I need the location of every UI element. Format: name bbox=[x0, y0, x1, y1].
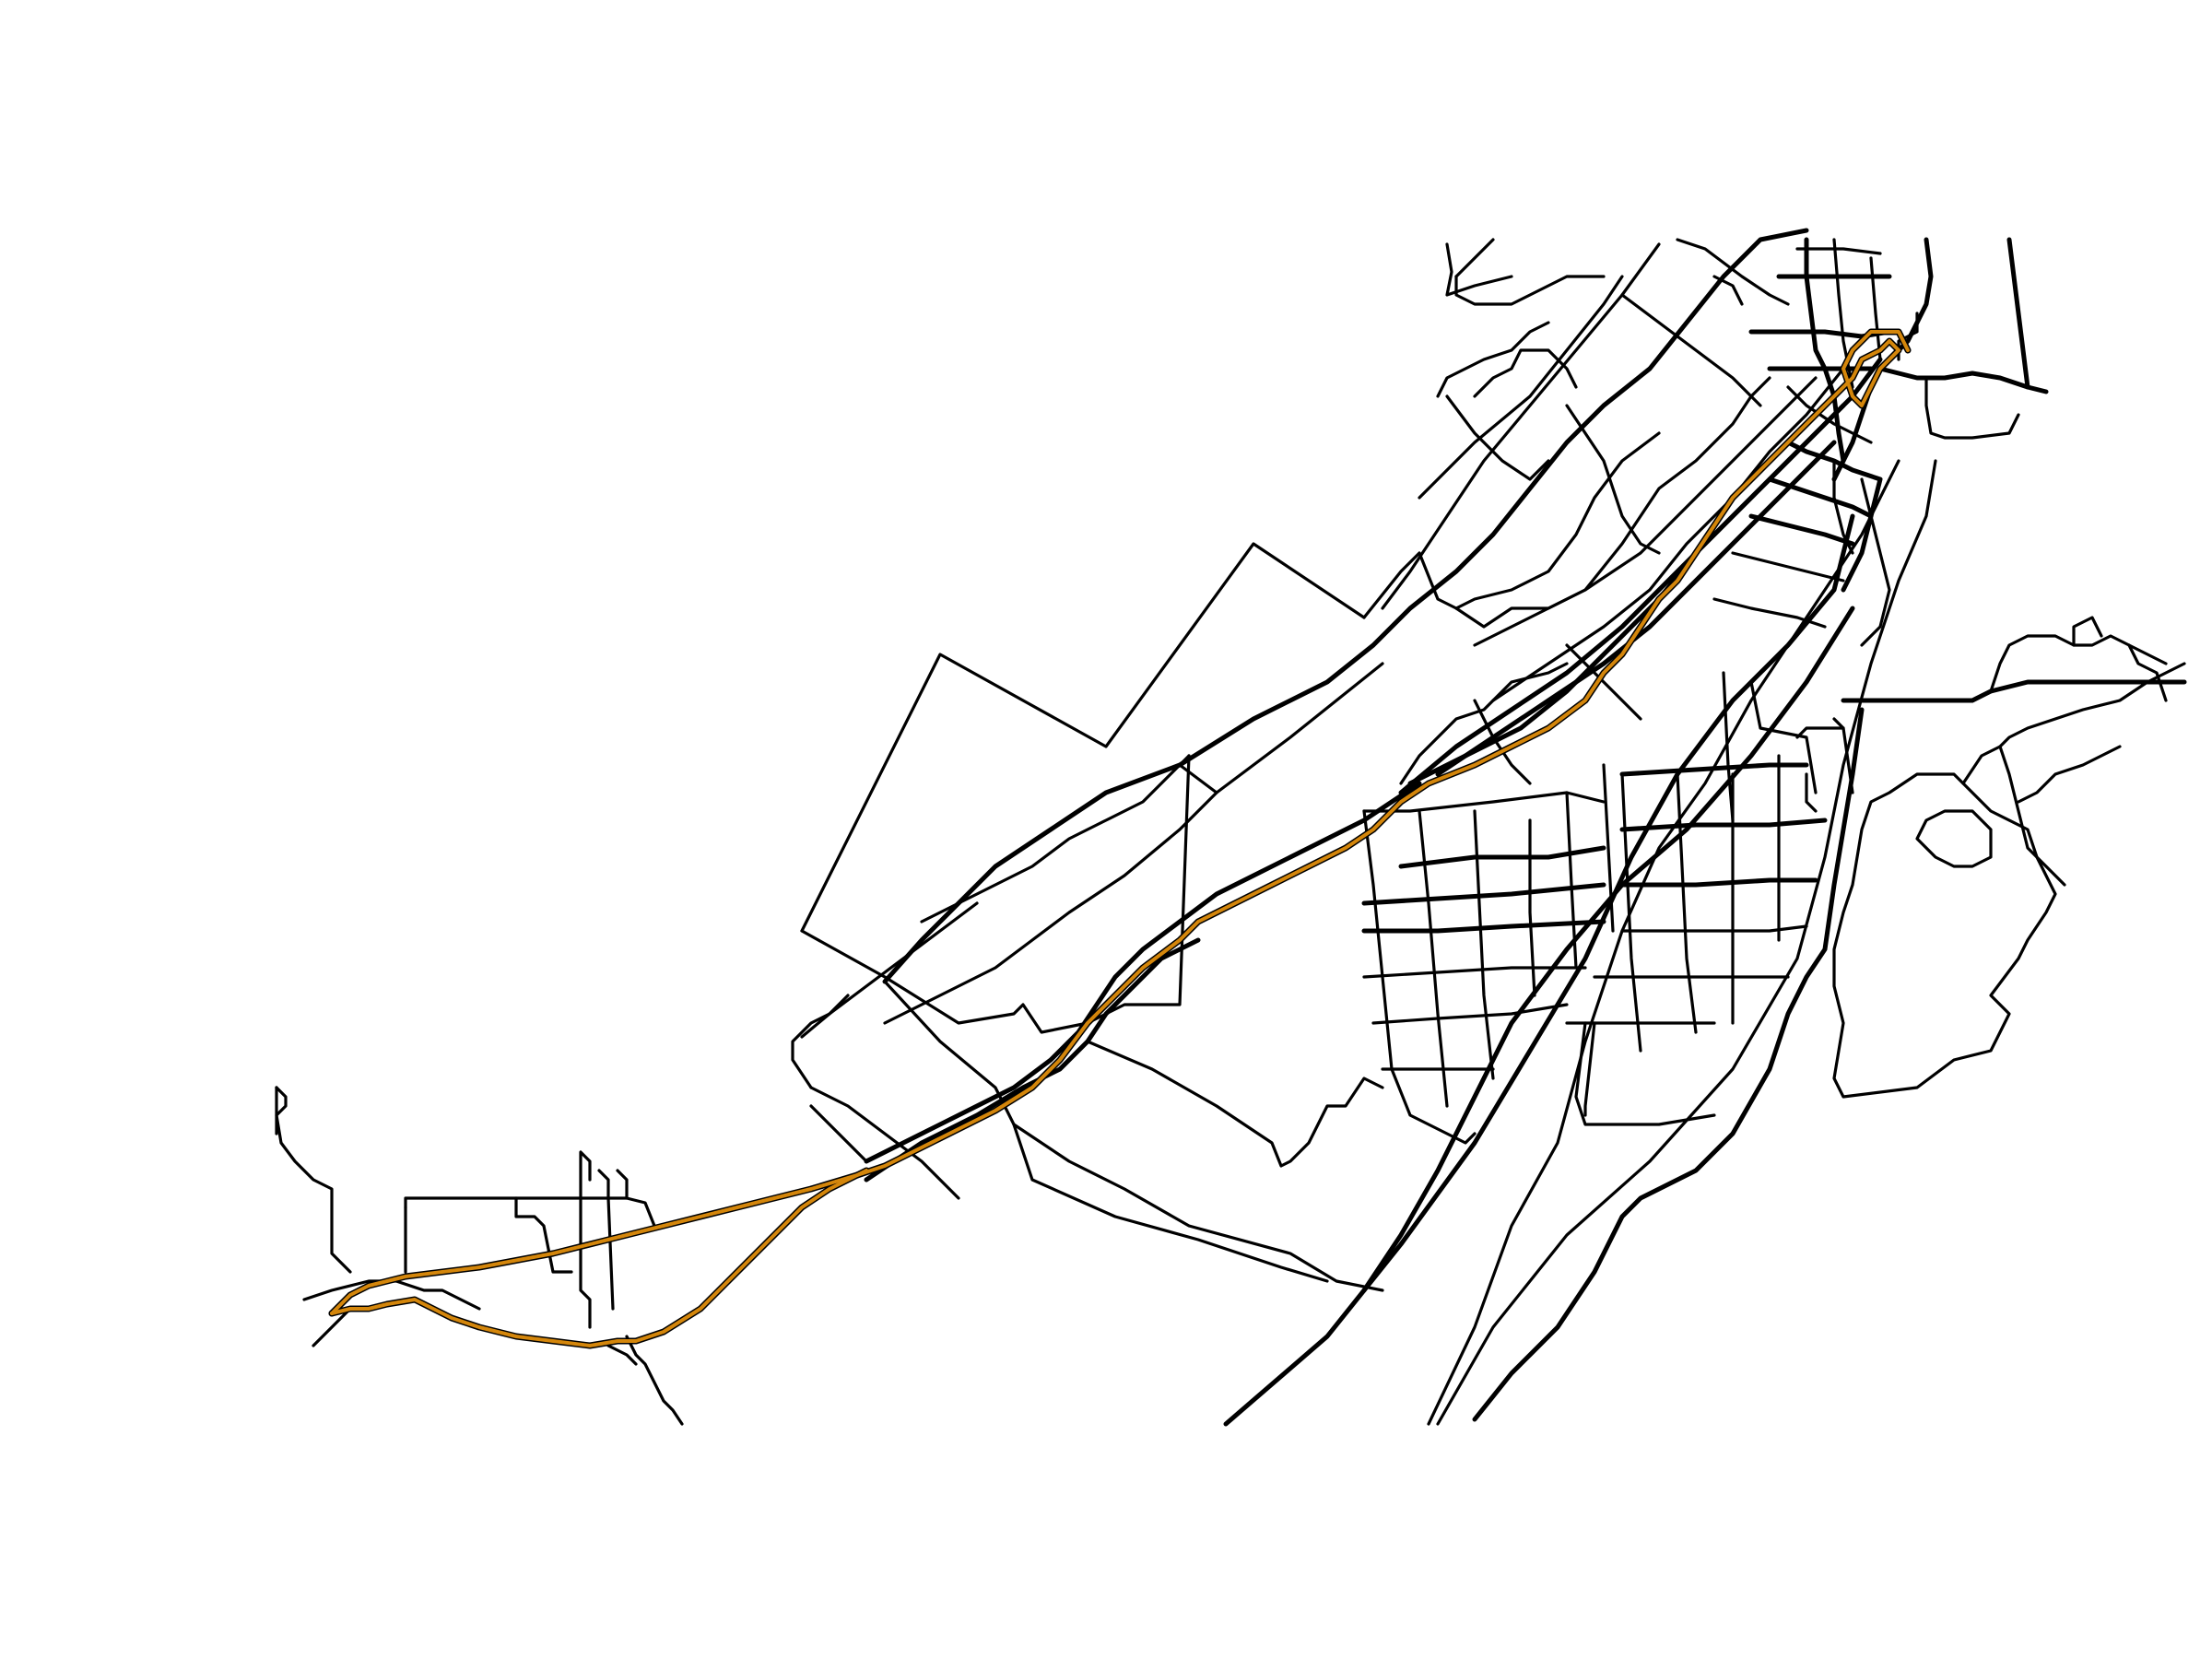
road-segment bbox=[1676, 238, 1790, 306]
road-segment bbox=[1620, 772, 1642, 1053]
road-segment bbox=[1805, 772, 1818, 813]
road-segment bbox=[1223, 513, 1855, 1427]
road-segment bbox=[1178, 763, 1218, 794]
road-segment bbox=[1795, 247, 1882, 255]
road-segment bbox=[1362, 809, 1477, 1145]
road-segment bbox=[864, 937, 1201, 1182]
road-segment bbox=[606, 1344, 638, 1366]
road-segment bbox=[1427, 459, 1900, 1426]
road-segment bbox=[1381, 242, 1661, 610]
road-segment bbox=[1436, 321, 1550, 398]
road-segment bbox=[1435, 440, 1837, 777]
road-segment bbox=[1869, 256, 1882, 361]
road-segment bbox=[1418, 809, 1449, 1108]
road-segment bbox=[1398, 845, 1606, 869]
road-segment bbox=[1832, 772, 2057, 1099]
road-segment bbox=[1574, 1021, 1716, 1126]
road-segment bbox=[1454, 431, 1661, 610]
road-segment bbox=[1583, 1021, 1596, 1117]
road-segment bbox=[1748, 513, 1855, 547]
road-segment bbox=[625, 1335, 684, 1426]
road-segment bbox=[1795, 726, 1845, 739]
road-segment bbox=[809, 1104, 868, 1163]
road-segment bbox=[1786, 385, 1873, 444]
road-segment bbox=[1472, 707, 1865, 1422]
road-segment bbox=[1473, 699, 1532, 785]
road-segment bbox=[791, 994, 850, 1089]
road-segment bbox=[1915, 809, 1993, 868]
road-segment bbox=[1473, 348, 1578, 398]
road-segment bbox=[1371, 1003, 1569, 1025]
road-segment bbox=[1832, 459, 1854, 555]
road-segment bbox=[920, 754, 1191, 924]
road-segment bbox=[1722, 671, 1735, 822]
road-segment bbox=[1961, 662, 2186, 785]
road-segment bbox=[1399, 662, 1569, 785]
road-segment bbox=[2006, 237, 2030, 390]
road-segment bbox=[800, 542, 1366, 933]
road-segment bbox=[1749, 680, 1818, 794]
road-segment bbox=[1860, 477, 1891, 647]
road-segment bbox=[1361, 919, 1606, 934]
road-segment bbox=[2127, 643, 2168, 702]
road-segment bbox=[616, 1169, 629, 1200]
road-segment bbox=[597, 1169, 615, 1311]
road-segment bbox=[1491, 367, 1845, 702]
road-segment bbox=[1998, 745, 2066, 887]
road-segment bbox=[514, 1196, 573, 1274]
road-segment bbox=[2072, 616, 2103, 647]
road-segment bbox=[882, 228, 1809, 984]
route-line-return bbox=[330, 1169, 868, 1347]
road-segment bbox=[1418, 275, 1624, 500]
route-line bbox=[330, 330, 1910, 1315]
road-segment bbox=[1473, 809, 1495, 1080]
road-segment bbox=[1676, 772, 1698, 1034]
road-segment bbox=[1924, 376, 2020, 440]
road-segment bbox=[864, 781, 1422, 1164]
road-segment bbox=[883, 980, 1329, 1283]
road-segment bbox=[1528, 818, 1536, 997]
road-segment bbox=[1620, 293, 1762, 407]
road-network bbox=[275, 228, 2187, 1427]
road-segment bbox=[1602, 763, 1615, 933]
road-segment bbox=[1619, 762, 1809, 777]
highlighted-route bbox=[328, 328, 1912, 1349]
road-segment bbox=[579, 1150, 592, 1329]
road-segment bbox=[1362, 376, 1771, 629]
road-segment bbox=[1731, 551, 1845, 582]
road-segment bbox=[1712, 275, 1744, 306]
road-segment bbox=[1454, 275, 1606, 306]
road-segment bbox=[312, 1307, 352, 1347]
road-segment bbox=[1436, 459, 1937, 1426]
road-segment bbox=[1565, 643, 1642, 721]
road-segment bbox=[275, 1086, 352, 1274]
road-segment bbox=[1565, 404, 1661, 555]
road-segment bbox=[2017, 745, 2122, 804]
road-segment bbox=[1361, 882, 1606, 906]
road-segment bbox=[1086, 1040, 1384, 1168]
road-segment bbox=[1012, 1123, 1384, 1292]
road-segment bbox=[1712, 597, 1827, 629]
road-segment bbox=[800, 754, 1191, 1034]
road-segment bbox=[809, 1086, 960, 1200]
road-segment bbox=[1362, 966, 1587, 979]
road-segment bbox=[1785, 440, 1883, 593]
road-segment bbox=[1454, 238, 1495, 278]
road-segment bbox=[404, 1196, 656, 1228]
road-segment bbox=[883, 662, 1384, 1025]
road-segment bbox=[1445, 394, 1550, 481]
road-segment bbox=[1767, 477, 1874, 519]
road-segment bbox=[1841, 679, 2187, 703]
road-segment bbox=[302, 1279, 481, 1311]
road-segment bbox=[1565, 791, 1578, 970]
road-segment bbox=[1445, 242, 1513, 297]
